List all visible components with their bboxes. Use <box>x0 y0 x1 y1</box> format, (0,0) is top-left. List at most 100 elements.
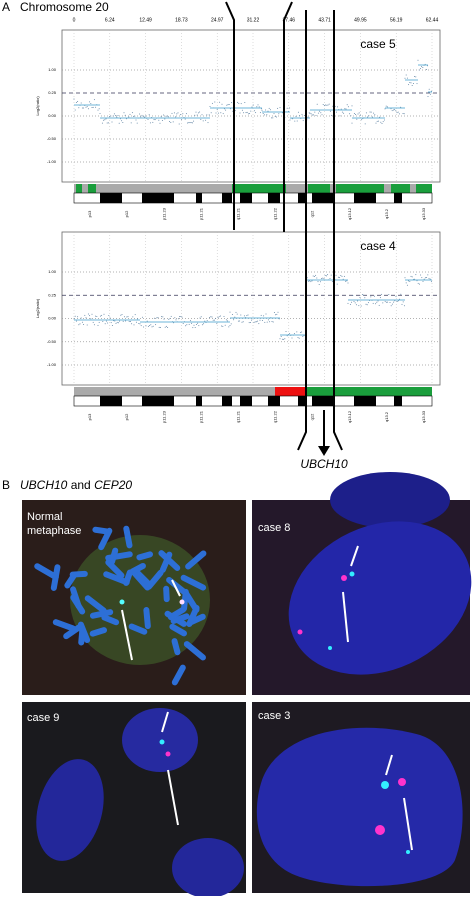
trace-point <box>405 282 407 284</box>
trace-point <box>344 108 346 110</box>
trace-point <box>214 101 216 103</box>
trace-point <box>249 321 251 323</box>
trace-point <box>180 316 182 318</box>
band-label: p11.21 <box>198 410 203 423</box>
trace-point <box>264 321 266 323</box>
trace-point <box>132 316 134 318</box>
trace-point <box>95 106 97 108</box>
chromosome <box>143 607 151 630</box>
trace-point <box>130 122 132 124</box>
trace-point <box>302 335 304 337</box>
trace-point <box>410 82 412 84</box>
trace-point <box>138 323 140 325</box>
chromosome <box>101 614 120 626</box>
trace-point <box>78 107 80 109</box>
trace-point <box>145 325 147 327</box>
chromosome <box>180 574 207 591</box>
trace-point <box>86 324 88 326</box>
trace-point <box>366 304 368 306</box>
trace-point <box>396 301 398 303</box>
trace-point <box>297 111 299 113</box>
trace-point <box>230 323 232 325</box>
trace-point <box>191 322 193 324</box>
trace-point <box>75 101 77 103</box>
trace-point <box>388 294 390 296</box>
trace-point <box>112 115 114 117</box>
trace-point <box>102 321 104 323</box>
signal <box>375 825 385 835</box>
trace-point <box>147 118 149 120</box>
arrow <box>385 754 393 776</box>
trace-point <box>215 112 217 114</box>
trace-point <box>316 103 318 105</box>
trace-point <box>75 320 77 322</box>
arrow <box>161 711 169 733</box>
trace-point <box>177 318 179 320</box>
trace-point <box>317 281 319 283</box>
trace-point <box>368 115 370 117</box>
trace-point <box>259 319 261 321</box>
band-label: q13.33 <box>421 207 426 220</box>
trace-point <box>359 296 361 298</box>
trace-point <box>414 75 416 77</box>
trace-point <box>198 325 200 327</box>
trace-point <box>223 108 225 110</box>
trace-point <box>256 106 258 108</box>
trace-point <box>406 77 408 79</box>
trace-point <box>195 324 197 326</box>
band-label: q13.2 <box>384 208 389 219</box>
ideogram-band <box>222 396 232 406</box>
trace-point <box>157 317 159 319</box>
trace-point <box>200 316 202 318</box>
trace-point <box>209 105 211 107</box>
trace-point <box>219 315 221 317</box>
trace-point <box>253 321 255 323</box>
trace-point <box>218 316 220 318</box>
region-lines <box>225 1 343 451</box>
trace-point <box>238 102 240 104</box>
band-label: q12 <box>310 210 315 217</box>
trace-point <box>136 122 138 124</box>
trace-point <box>315 274 317 276</box>
trace-point <box>159 122 161 124</box>
chromosome <box>98 527 113 551</box>
trace-point <box>424 277 426 279</box>
trace-point <box>343 112 345 114</box>
ideogram-band <box>312 396 334 406</box>
trace-point <box>117 115 119 117</box>
trace-point <box>201 324 203 326</box>
trace-point <box>113 113 115 115</box>
trace-point <box>231 313 233 315</box>
trace-point <box>311 114 313 116</box>
copy-number-bar <box>286 184 308 193</box>
trace-point <box>363 294 365 296</box>
trace-point <box>169 317 171 319</box>
nucleus <box>288 521 472 675</box>
chromosome <box>129 562 146 575</box>
trace-point <box>318 283 320 285</box>
trace-point <box>107 122 109 124</box>
trace-point <box>412 82 414 84</box>
trace-point <box>422 280 424 282</box>
trace-point <box>415 76 417 78</box>
trace-point <box>131 323 133 325</box>
trace-point <box>97 109 99 111</box>
trace-point <box>129 113 131 115</box>
trace-point <box>358 305 360 307</box>
ideogram-band <box>394 193 402 203</box>
trace-point <box>253 110 255 112</box>
trace-point <box>416 83 418 85</box>
trace-point <box>137 318 139 320</box>
trace-point <box>285 330 287 332</box>
trace-point <box>343 275 345 277</box>
trace-point <box>335 111 337 113</box>
y-tick-label: 0.25 <box>48 90 57 95</box>
trace-point <box>237 101 239 103</box>
trace-point <box>129 321 131 323</box>
trace-point <box>404 277 406 279</box>
trace-point <box>411 84 413 86</box>
trace-point <box>336 283 338 285</box>
trace-point <box>408 280 410 282</box>
trace-point <box>350 115 352 117</box>
